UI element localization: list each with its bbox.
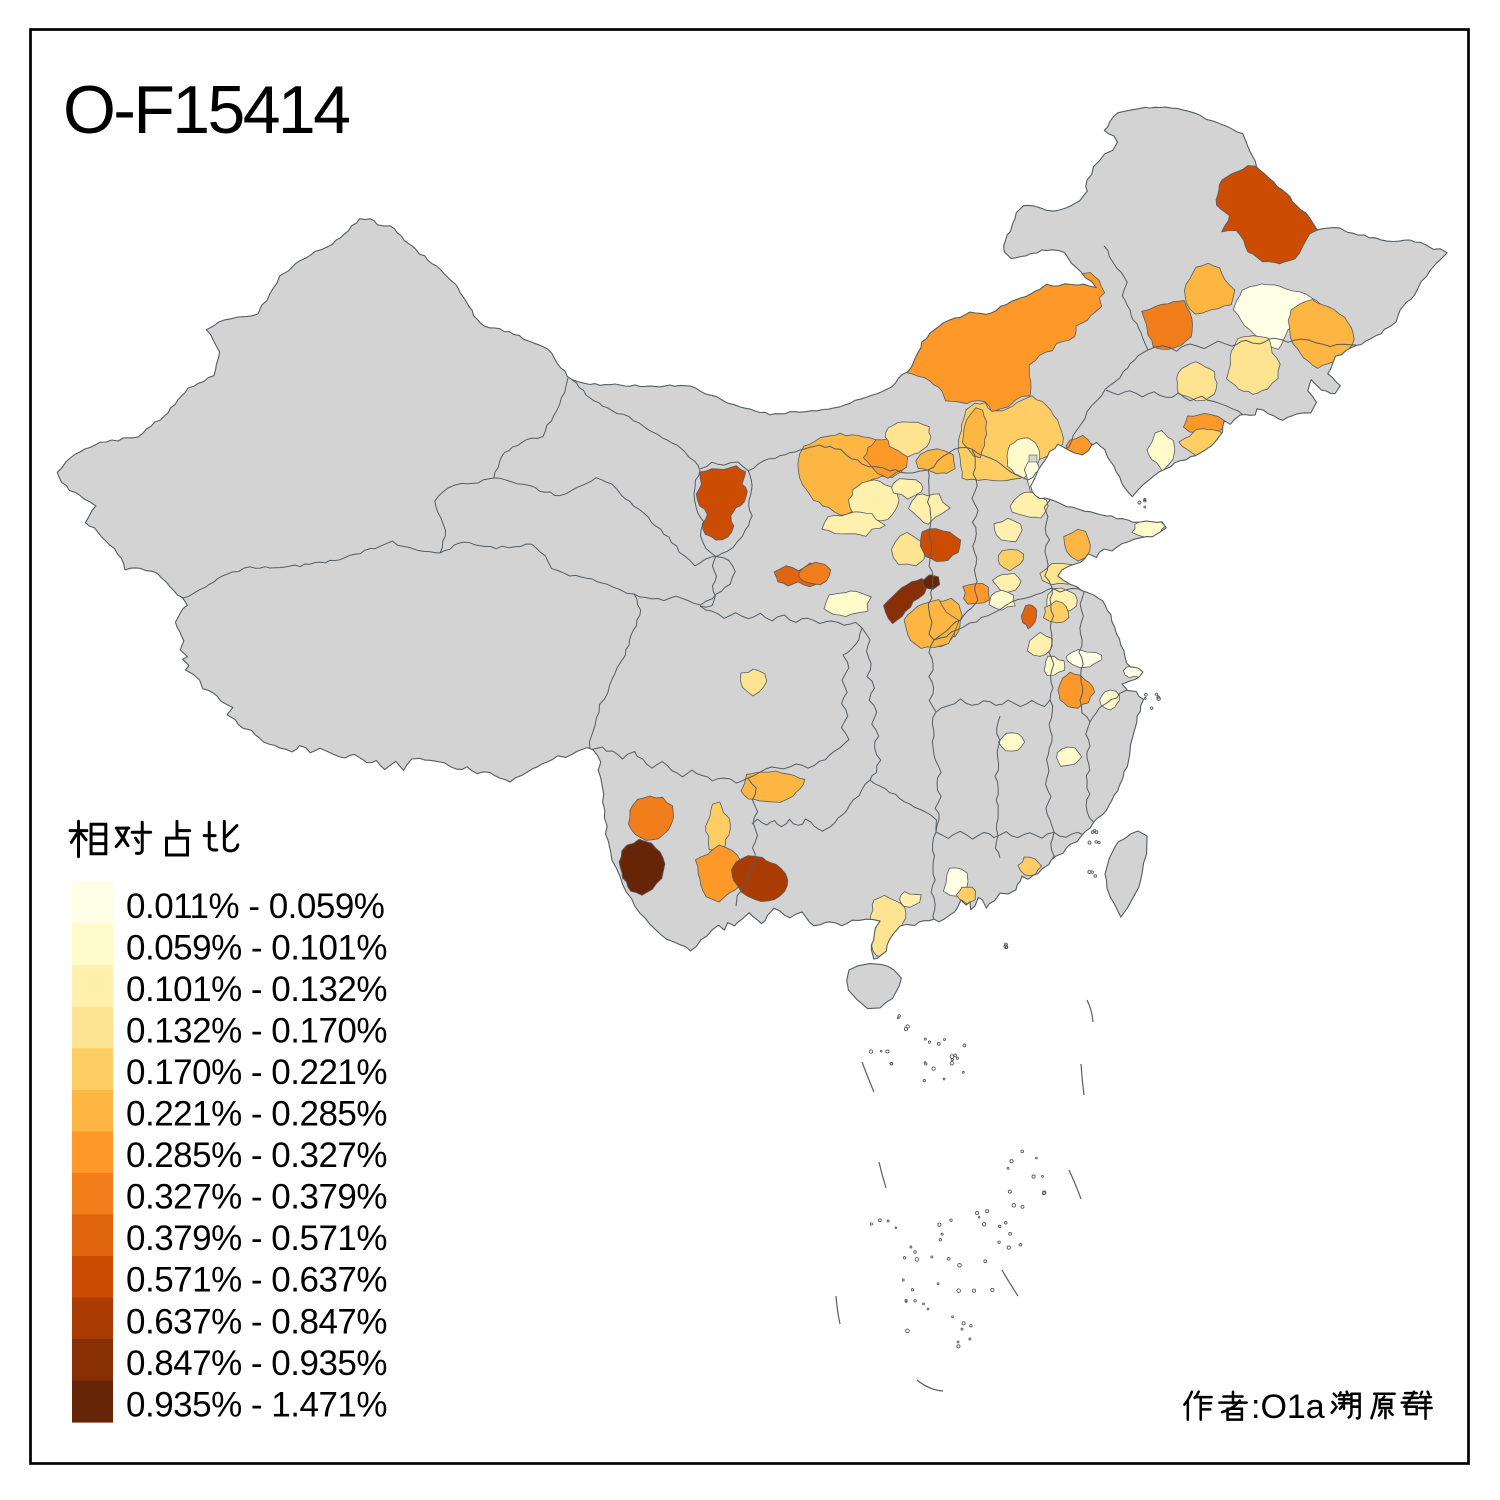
svg-text:0.637% - 0.847%: 0.637% - 0.847% [126, 1302, 387, 1341]
svg-text:0.011% - 0.059%: 0.011% - 0.059% [126, 887, 384, 926]
svg-text:0.379% - 0.571%: 0.379% - 0.571% [126, 1219, 387, 1258]
svg-text:0.132% - 0.170%: 0.132% - 0.170% [126, 1011, 387, 1050]
svg-text:0.571% - 0.637%: 0.571% - 0.637% [126, 1261, 387, 1300]
svg-text:O-F15414: O-F15414 [63, 72, 349, 148]
svg-text:0.847% - 0.935%: 0.847% - 0.935% [126, 1344, 387, 1383]
svg-text:0.221% - 0.285%: 0.221% - 0.285% [126, 1095, 387, 1134]
svg-text:0.101% - 0.132%: 0.101% - 0.132% [126, 970, 387, 1009]
svg-text:0.059% - 0.101%: 0.059% - 0.101% [126, 928, 387, 967]
svg-text:0.285% - 0.327%: 0.285% - 0.327% [126, 1136, 387, 1175]
svg-text::O1a: :O1a [1251, 1388, 1325, 1426]
svg-text:0.935% - 1.471%: 0.935% - 1.471% [126, 1385, 387, 1424]
svg-text:0.327% - 0.379%: 0.327% - 0.379% [126, 1178, 387, 1217]
svg-text:0.170% - 0.221%: 0.170% - 0.221% [126, 1053, 387, 1092]
